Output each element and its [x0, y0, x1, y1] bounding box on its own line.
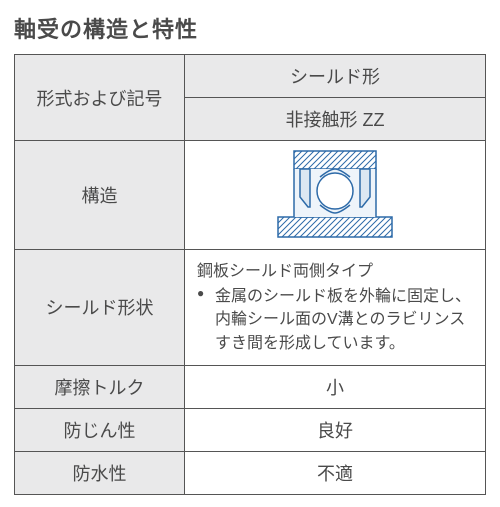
row-structure-label: 構造: [15, 141, 185, 250]
row-structure-figure: [185, 141, 486, 250]
header-rowlabel: 形式および記号: [15, 55, 185, 141]
shieldshape-line1: 鋼板シールド両側タイプ: [197, 260, 473, 283]
row-dustproof-label: 防じん性: [15, 408, 185, 451]
shieldshape-bullet: 金属のシールド板を外輪に固定し、内輪シール面のV溝とのラビリンスすき間を形成して…: [197, 285, 473, 355]
header-bottom: 非接触形 ZZ: [185, 98, 486, 141]
header-top: シールド形: [185, 55, 486, 98]
row-shieldshape-value: 鋼板シールド両側タイプ 金属のシールド板を外輪に固定し、内輪シール面のV溝とのラ…: [185, 250, 486, 366]
section-title: 軸受の構造と特性: [14, 12, 486, 44]
row-friction-value: 小: [185, 365, 486, 408]
spec-table: 形式および記号 シールド形 非接触形 ZZ 構造: [14, 54, 486, 495]
row-shieldshape-label: シールド形状: [15, 250, 185, 366]
bearing-diagram: [270, 147, 400, 243]
row-waterproof-value: 不適: [185, 451, 486, 494]
row-friction-label: 摩擦トルク: [15, 365, 185, 408]
row-dustproof-value: 良好: [185, 408, 486, 451]
row-waterproof-label: 防水性: [15, 451, 185, 494]
